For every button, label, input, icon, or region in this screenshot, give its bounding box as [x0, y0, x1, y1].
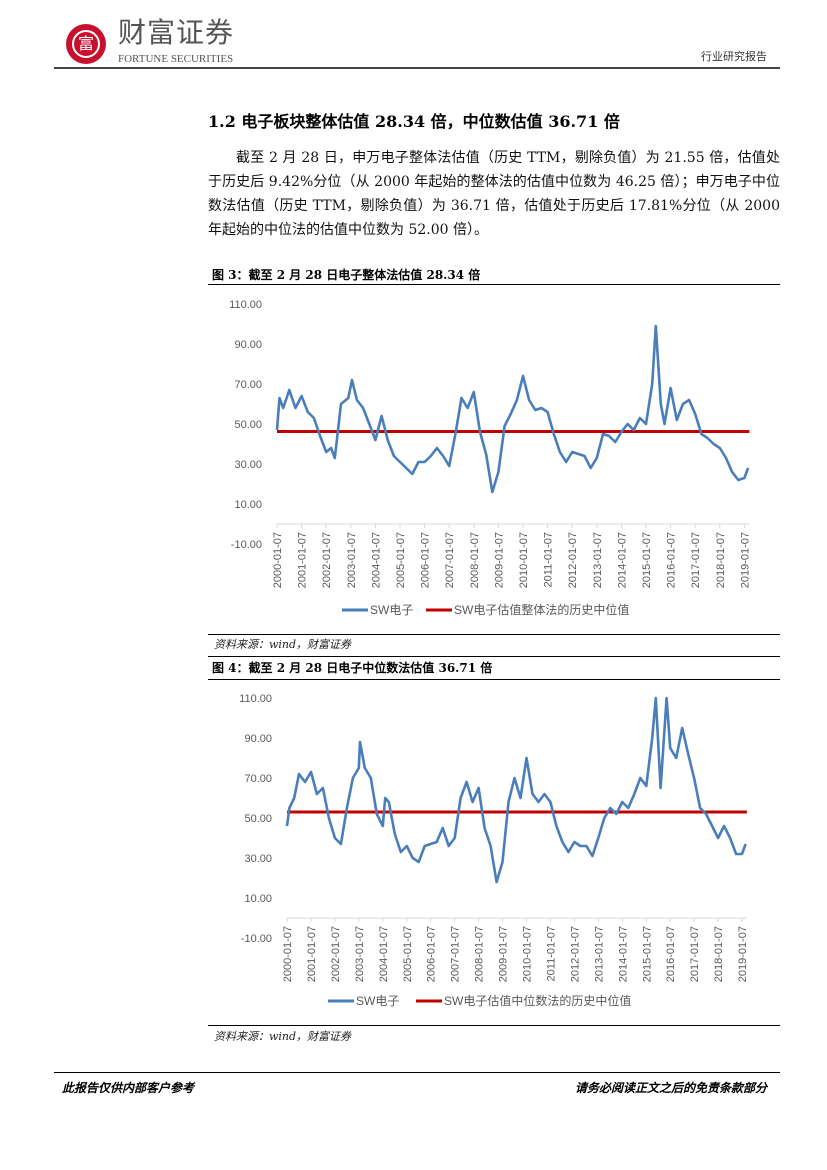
x-tick-label: 2000-01-07 [282, 926, 294, 982]
x-tick-label: 2016-01-07 [665, 926, 677, 982]
x-tick-label: 2018-01-07 [715, 532, 727, 588]
x-tick-label: 2007-01-07 [444, 532, 456, 588]
x-tick-label: 2003-01-07 [354, 926, 366, 982]
x-tick-label: 2007-01-07 [450, 926, 462, 982]
legend-label-series: SW电子 [356, 994, 399, 1008]
x-tick-label: 2006-01-07 [426, 926, 438, 982]
figure-3-source: 资料来源：wind，财富证券 [214, 638, 352, 651]
x-tick-label: 2005-01-07 [402, 926, 414, 982]
logo-text-cn: 财富证券 [118, 16, 235, 49]
x-tick-label: 2009-01-07 [493, 532, 505, 588]
figure-4-title: 图 4：截至 2 月 28 日电子中位数法估值 36.71 倍 [212, 661, 493, 675]
x-tick-label: 2002-01-07 [321, 532, 333, 588]
x-tick-label: 2018-01-07 [713, 926, 725, 982]
figure-4-bottom-rule [208, 1025, 780, 1026]
x-tick-label: 2009-01-07 [498, 926, 510, 982]
x-tick-label: 2014-01-07 [617, 926, 629, 982]
logo-mark: 富 [66, 24, 106, 64]
x-tick-label: 2003-01-07 [346, 532, 358, 588]
section-title: 1.2 电子板块整体估值 28.34 倍，中位数估值 36.71 倍 [208, 112, 620, 131]
x-tick-label: 2011-01-07 [545, 926, 557, 981]
x-tick-label: 2008-01-07 [474, 926, 486, 982]
y-tick-label: 50.00 [244, 813, 272, 825]
figure-3-bottom-rule [208, 634, 780, 635]
x-tick-label: 2010-01-07 [518, 532, 530, 588]
x-tick-label: 2011-01-07 [543, 532, 555, 587]
y-tick-label: 90.00 [244, 733, 272, 745]
figure-3-chart: 110.00 90.00 70.00 50.00 30.00 10.00 -10.00 200… [229, 299, 751, 617]
y-tick-label: 50.00 [234, 419, 262, 431]
x-tick-label: 2016-01-07 [666, 532, 678, 588]
x-tick-label: 2010-01-07 [522, 926, 534, 982]
figure-3-top-rule [208, 284, 780, 285]
x-tick-label: 2014-01-07 [616, 532, 628, 588]
x-tick-label: 2019-01-07 [739, 532, 751, 588]
figure-4-top-rule [208, 679, 780, 680]
x-tick-label: 2000-01-07 [272, 532, 284, 588]
x-tick-label: 2005-01-07 [395, 532, 407, 588]
footer-divider [54, 1072, 780, 1073]
footer-left: 此报告仅供内部客户参考 [62, 1081, 195, 1095]
figure-4-top-rule-upper [208, 656, 780, 657]
y-tick-label: 90.00 [234, 339, 262, 351]
series-line-sw-electronics [285, 696, 747, 884]
x-tick-label: 2012-01-07 [567, 532, 579, 588]
x-tick-label: 2006-01-07 [420, 532, 432, 588]
x-tick-label: 2019-01-07 [737, 926, 749, 982]
x-tick-label: 2004-01-07 [378, 926, 390, 982]
y-tick-label: 30.00 [244, 853, 272, 865]
x-tick-label: 2001-01-07 [297, 532, 309, 588]
y-tick-label: 70.00 [244, 773, 272, 785]
x-tick-label: 2013-01-07 [592, 532, 604, 588]
x-tick-label: 2001-01-07 [306, 926, 318, 982]
x-tick-label: 2012-01-07 [569, 926, 581, 982]
body-paragraph: 截至 2 月 28 日，申万电子整体法估值（历史 TTM，剔除负值）为 21.5… [208, 150, 780, 238]
y-tick-label: 30.00 [234, 459, 262, 471]
y-tick-label: -10.00 [231, 539, 262, 551]
legend-label-median: SW电子估值中位数法的历史中位值 [444, 993, 631, 1008]
x-tick-label: 2017-01-07 [689, 926, 701, 982]
x-tick-label: 2002-01-07 [330, 926, 342, 982]
logo-text-en: FORTUNE SECURITIES [118, 53, 234, 65]
logo-glyph: 富 [72, 30, 100, 58]
header-divider [54, 67, 780, 69]
figure-4-chart: 110.00 90.00 70.00 50.00 30.00 10.00 -10.00 200… [239, 693, 749, 1008]
x-tick-label: 2017-01-07 [690, 532, 702, 588]
x-tick-label: 2013-01-07 [593, 926, 605, 982]
figure-3-title: 图 3：截至 2 月 28 日电子整体法估值 28.34 倍 [212, 268, 481, 282]
x-tick-label: 2015-01-07 [641, 926, 653, 982]
footer-disclaimer: 请务必阅读正文之后的免责条款部分 [574, 1081, 767, 1095]
x-tick-label: 2004-01-07 [370, 532, 382, 588]
y-tick-label: 10.00 [234, 499, 262, 511]
y-tick-label: 70.00 [234, 379, 262, 391]
x-tick-label: 2008-01-07 [469, 532, 481, 588]
series-line-sw-electronics [275, 324, 750, 494]
y-tick-label: 110.00 [239, 693, 272, 705]
x-tick-label: 2015-01-07 [641, 532, 653, 588]
y-tick-label: 110.00 [229, 299, 262, 311]
y-tick-label: 10.00 [244, 893, 272, 905]
y-tick-label: -10.00 [241, 933, 272, 945]
legend-label-series: SW电子 [370, 603, 413, 617]
legend-label-median: SW电子估值整体法的历史中位值 [454, 602, 629, 617]
report-type: 行业研究报告 [701, 50, 767, 63]
figure-4-source: 资料来源：wind，财富证券 [214, 1030, 352, 1043]
